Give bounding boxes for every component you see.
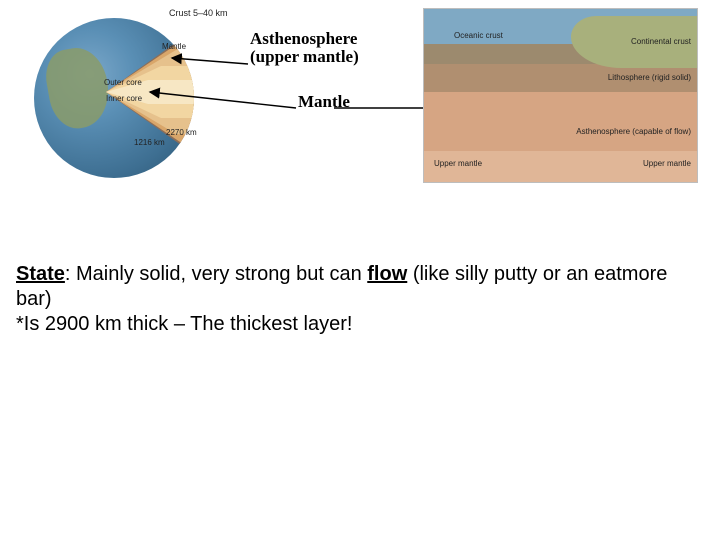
cross-section-figure: Oceanic crust Continental crust Lithosph… [423,8,698,183]
cross-label-asthenosphere: Asthenosphere (capable of flow) [576,127,691,136]
annotation-asthenosphere-line2: (upper mantle) [250,48,359,66]
cross-label-upper-mantle-left: Upper mantle [434,159,482,168]
cross-label-oceanic-crust: Oceanic crust [454,31,503,40]
annotation-asthenosphere: Asthenosphere (upper mantle) [250,30,359,66]
globe-label-inner-core: Inner core [106,94,142,103]
cross-label-upper-mantle: Upper mantle [643,159,691,168]
diagram-row: Crust 5–40 km Mantle Outer core Inner co… [0,0,720,210]
cross-label-continental-crust: Continental crust [631,37,691,46]
layer-asthenosphere [424,92,697,151]
globe-label-mantle: Mantle [162,42,186,51]
globe-landmass [42,43,115,132]
body-text-line1: State: Mainly solid, very strong but can… [16,262,706,312]
globe-label-radius-inner: 1216 km [134,138,165,147]
globe-label-radius-outer: 2270 km [166,128,197,137]
flow-word: flow [367,263,407,285]
body-text-line2: *Is 2900 km thick – The thickest layer! [16,312,706,337]
crust-thickness-label: Crust 5–40 km [169,8,228,18]
state-label: State [16,263,65,285]
state-rest: : Mainly solid, very strong but can [65,263,367,285]
globe-cutaway-figure: Crust 5–40 km Mantle Outer core Inner co… [34,8,204,178]
globe-label-outer-core: Outer core [104,78,142,87]
annotation-asthenosphere-line1: Asthenosphere [250,30,359,48]
annotation-mantle: Mantle [298,92,350,112]
cross-label-lithosphere: Lithosphere (rigid solid) [608,73,691,82]
body-text-block: State: Mainly solid, very strong but can… [16,262,706,337]
